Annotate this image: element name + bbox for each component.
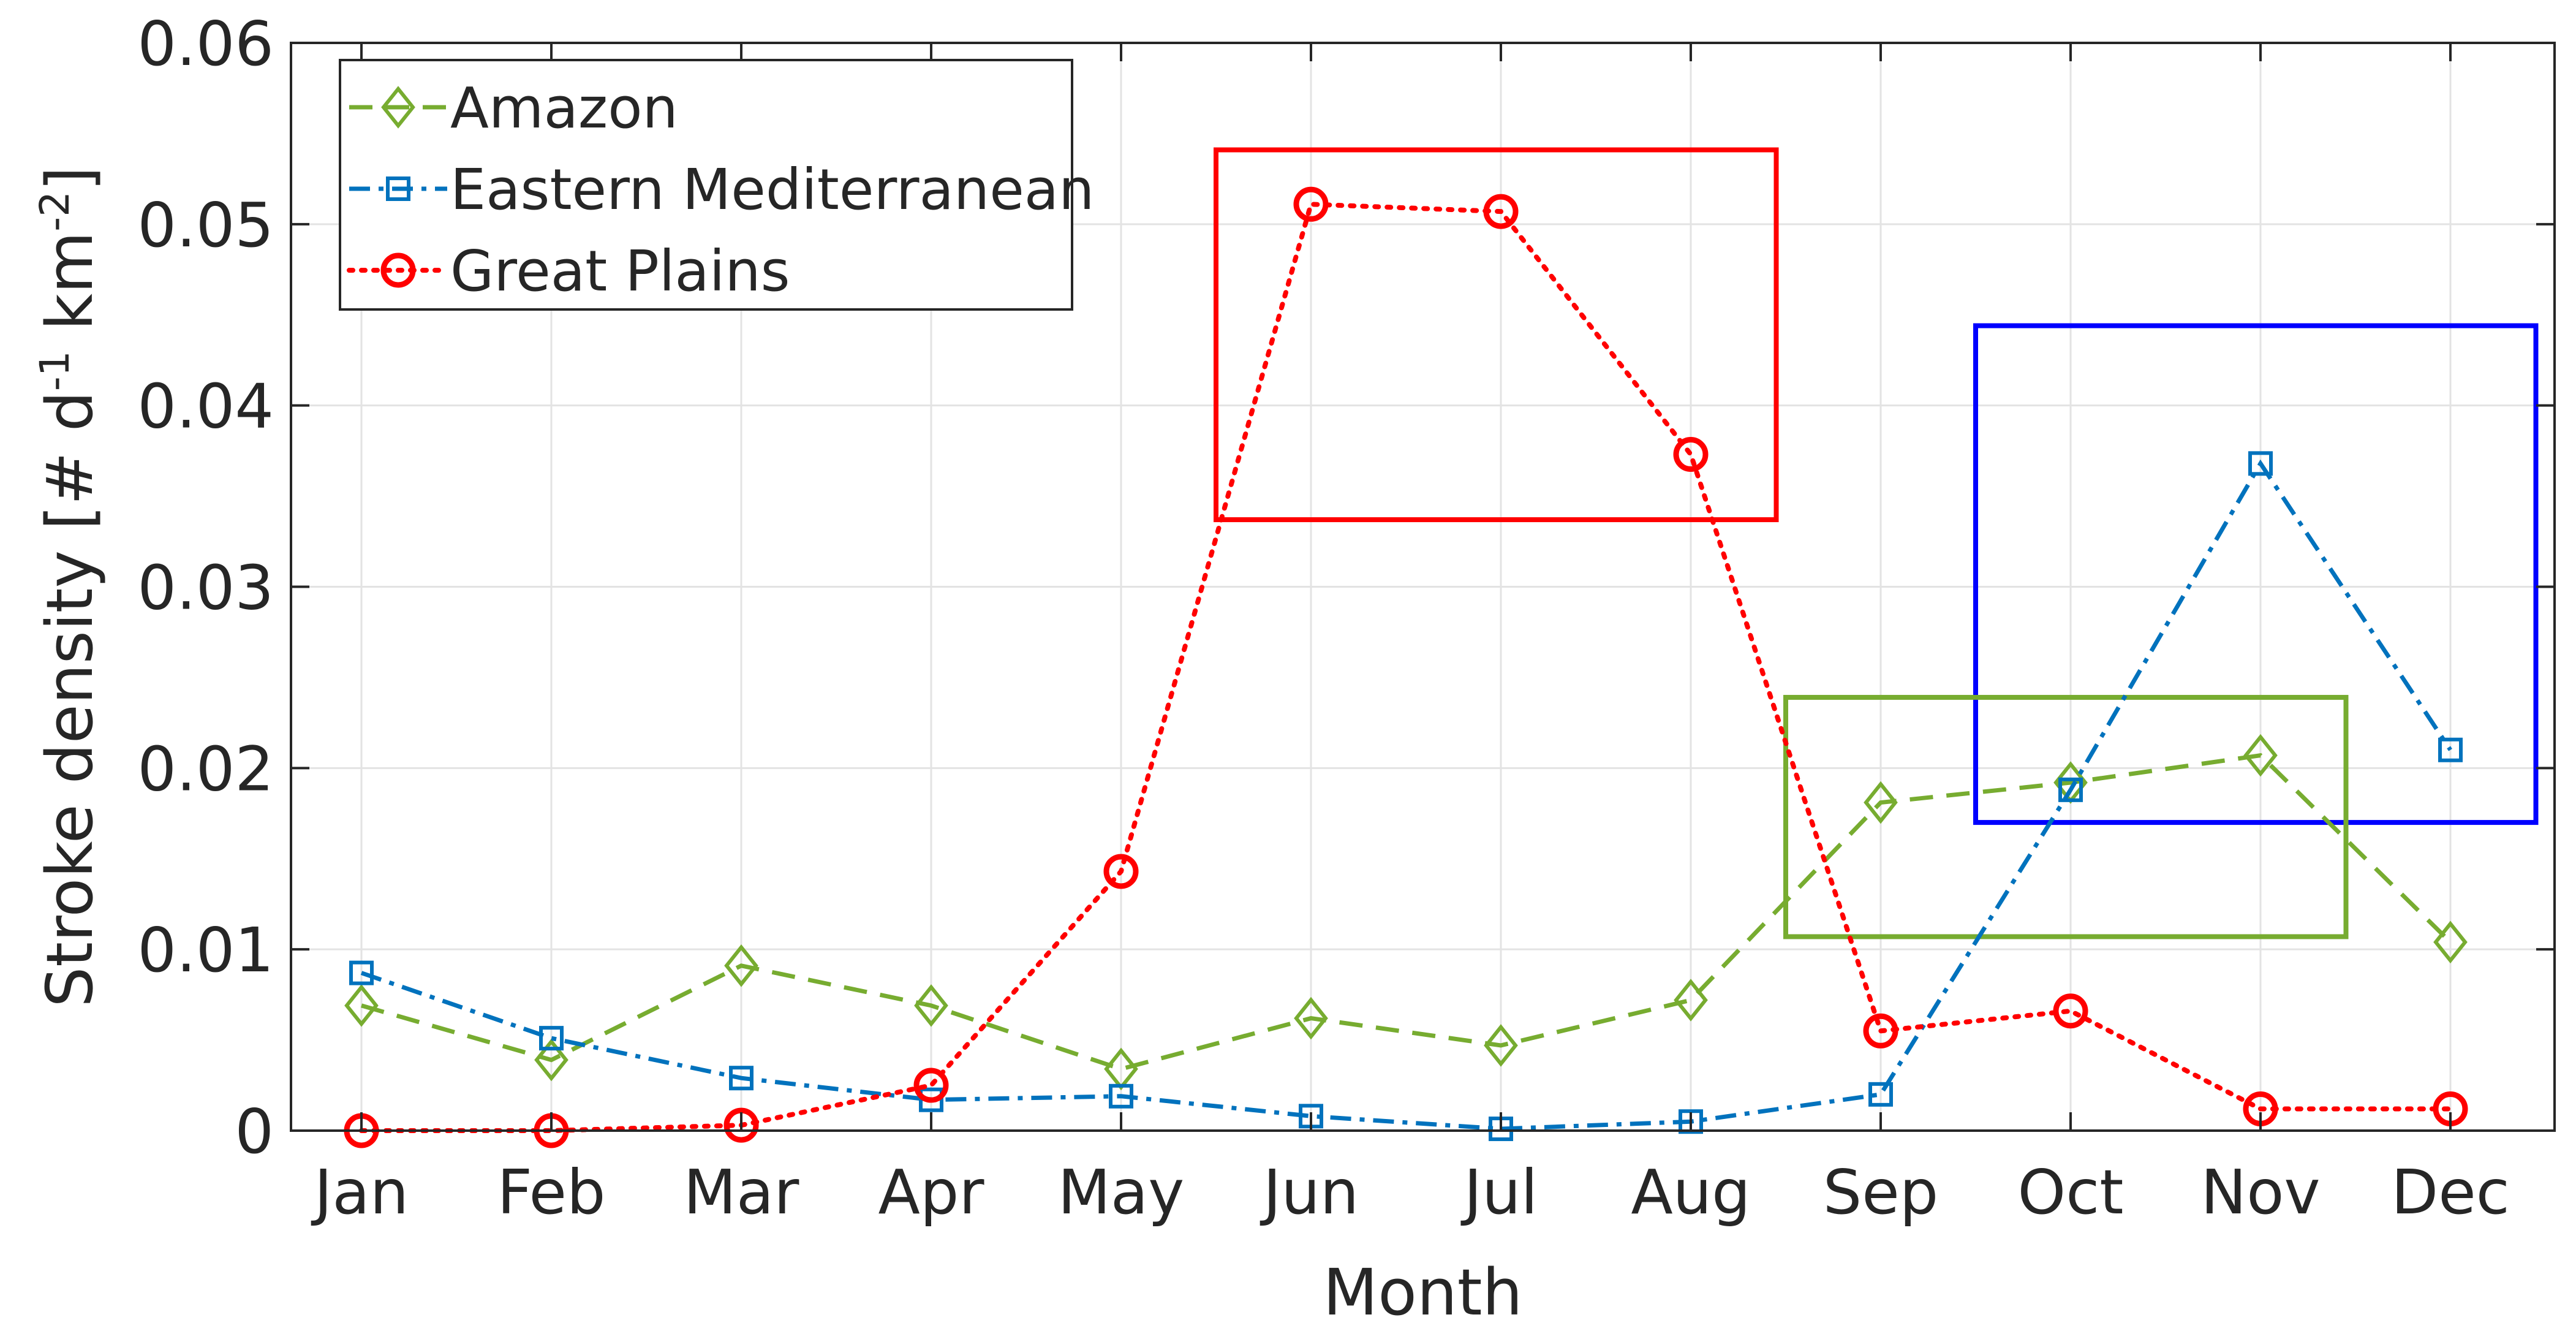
y-axis-title-mid: km xyxy=(32,232,107,351)
y-tick-label: 0.03 xyxy=(137,552,274,624)
highlight-box-blue xyxy=(1973,323,2539,825)
series-group xyxy=(344,186,2468,1148)
diamond-marker xyxy=(1484,1024,1518,1067)
y-tick-label: 0.06 xyxy=(137,8,274,80)
x-tick-label: Nov xyxy=(2200,1156,2320,1228)
circle-marker xyxy=(1103,854,1139,889)
circle-marker xyxy=(1673,437,1709,472)
highlight-boxes xyxy=(1214,147,2539,939)
square-marker xyxy=(729,1066,754,1091)
circle-marker xyxy=(1863,1013,1898,1049)
series-line xyxy=(361,753,2452,1072)
square-marker xyxy=(1868,1082,1893,1107)
square-marker xyxy=(2058,777,2083,802)
square-marker xyxy=(919,1087,943,1112)
highlight-box-red xyxy=(1214,147,1779,523)
y-axis-title: Stroke density [# d-1 km-2] xyxy=(31,166,108,1007)
y-tick-label: 0.01 xyxy=(137,914,274,986)
square-marker xyxy=(539,1026,564,1051)
square-marker xyxy=(2438,737,2463,762)
x-tick-label: Jan xyxy=(311,1156,409,1228)
legend-item: Eastern Mediterranean xyxy=(349,157,1095,222)
square-marker xyxy=(2248,451,2273,476)
highlight-box-green xyxy=(1783,694,2349,939)
diamond-marker xyxy=(1864,781,1898,824)
x-tick-label: Jun xyxy=(1260,1156,1359,1228)
circle-marker xyxy=(1483,194,1519,229)
y-tick-label: 0.04 xyxy=(137,371,274,442)
legend-item: Amazon xyxy=(349,75,678,141)
y-axis-title-suffix: ] xyxy=(32,166,107,191)
circle-marker xyxy=(723,1107,759,1143)
square-marker xyxy=(1679,1109,1703,1134)
x-tick-label: Apr xyxy=(878,1156,985,1228)
series-line xyxy=(359,202,2453,1133)
legend: Amazon Eastern Mediterranean Great Plains xyxy=(339,59,1095,311)
series-amazon xyxy=(344,734,2468,1091)
circle-marker xyxy=(380,252,416,288)
y-axis-title-sup2: -2 xyxy=(31,191,78,232)
y-axis-title-prefix: Stroke density [# d xyxy=(32,391,107,1007)
x-tick-label: Dec xyxy=(2391,1156,2510,1228)
y-axis-title-sup1: -1 xyxy=(31,351,78,391)
x-tick-label: Mar xyxy=(684,1156,800,1228)
square-marker xyxy=(349,960,374,985)
diamond-marker xyxy=(381,86,415,129)
y-tick-label: 0.05 xyxy=(137,189,274,261)
circle-marker xyxy=(913,1068,949,1103)
diamond-marker xyxy=(344,984,379,1027)
x-tick-label: Jul xyxy=(1460,1156,1538,1228)
legend-label: Amazon xyxy=(450,75,678,141)
circle-marker xyxy=(2053,993,2088,1029)
x-tick-label: Oct xyxy=(2018,1156,2124,1228)
circle-marker xyxy=(1293,186,1329,222)
axes: Jan Feb Mar Apr May Jun Jul Aug Sep Oct Nov Dec 0 0.0… xyxy=(137,8,2555,1228)
series-great-plains xyxy=(344,186,2468,1148)
y-tick-label: 0 xyxy=(235,1096,274,1167)
diamond-marker xyxy=(2243,734,2278,777)
legend-box xyxy=(339,59,1073,311)
x-axis-title: Month xyxy=(1323,1255,1523,1330)
series-eastern-mediterranean xyxy=(349,451,2463,1142)
diamond-marker xyxy=(724,944,758,987)
x-tick-label: Sep xyxy=(1823,1156,1938,1228)
x-tick-label: Feb xyxy=(497,1156,605,1228)
diamond-marker xyxy=(1674,979,1708,1022)
square-marker xyxy=(386,176,410,201)
x-tick-label: May xyxy=(1058,1156,1185,1228)
y-tick-label: 0.02 xyxy=(137,733,274,805)
series-line xyxy=(360,459,2452,1131)
square-marker xyxy=(1109,1083,1133,1109)
x-tick-label: Aug xyxy=(1631,1156,1750,1228)
legend-label: Eastern Mediterranean xyxy=(450,157,1095,222)
diamond-marker xyxy=(1294,996,1328,1040)
legend-label: Great Plains xyxy=(450,238,790,304)
legend-item: Great Plains xyxy=(347,238,790,304)
diamond-marker xyxy=(914,984,948,1027)
diamond-marker xyxy=(2433,920,2468,964)
diamond-marker xyxy=(534,1038,568,1082)
